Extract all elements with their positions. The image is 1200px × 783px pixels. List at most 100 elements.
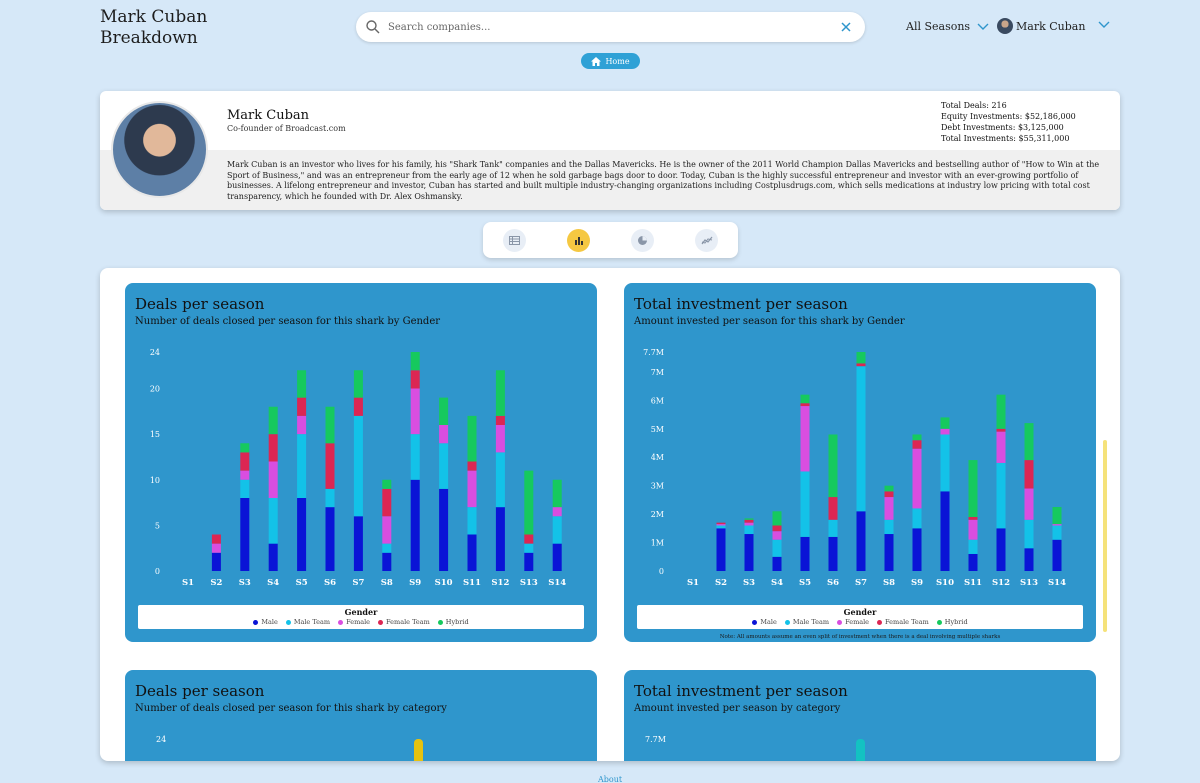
bar-segment-female[interactable]: [968, 519, 978, 540]
bar-segment-male-team[interactable]: [856, 366, 866, 512]
bar-segment-male[interactable]: [716, 528, 726, 571]
bar-segment-male-team[interactable]: [716, 525, 726, 529]
bar-segment-female[interactable]: [884, 497, 894, 520]
bar-segment-female[interactable]: [211, 543, 221, 553]
bar-segment-male[interactable]: [495, 507, 505, 571]
bar-segment-female-team[interactable]: [297, 397, 307, 416]
legend-item-female-team[interactable]: Female Team: [378, 618, 430, 626]
bar-segment-female-team[interactable]: [410, 370, 420, 389]
bar-segment-hybrid[interactable]: [410, 352, 420, 371]
bar-segment-female-team[interactable]: [382, 488, 392, 517]
bar-segment-hybrid[interactable]: [884, 485, 894, 492]
bar-segment-female[interactable]: [467, 470, 477, 508]
bar-segment-female[interactable]: [772, 531, 782, 540]
bar-segment-male-team[interactable]: [552, 516, 562, 544]
chart-bar[interactable]: [414, 739, 423, 761]
bar-segment-hybrid[interactable]: [828, 434, 838, 498]
bar-segment-male[interactable]: [325, 507, 335, 571]
bar-segment-male-team[interactable]: [996, 462, 1006, 529]
bar-segment-female-team[interactable]: [211, 534, 221, 544]
table-view-button[interactable]: [503, 229, 526, 252]
bar-segment-female-team[interactable]: [968, 516, 978, 520]
bar-segment-female-team[interactable]: [800, 403, 810, 407]
bar-segment-female[interactable]: [1024, 488, 1034, 520]
legend-item-hybrid[interactable]: Hybrid: [936, 618, 968, 626]
bar-segment-hybrid[interactable]: [297, 370, 307, 398]
bar-segment-female[interactable]: [410, 388, 420, 435]
bar-segment-male-team[interactable]: [524, 543, 534, 553]
bar-segment-female-team[interactable]: [467, 461, 477, 471]
bar-segment-hybrid[interactable]: [772, 511, 782, 526]
bar-segment-female[interactable]: [912, 448, 922, 509]
bar-segment-male[interactable]: [467, 534, 477, 572]
bar-segment-female-team[interactable]: [325, 443, 335, 489]
bar-segment-female[interactable]: [268, 461, 278, 499]
bar-segment-female[interactable]: [940, 428, 950, 435]
bar-segment-male-team[interactable]: [467, 507, 477, 535]
bar-segment-male-team[interactable]: [968, 539, 978, 554]
bar-segment-hybrid[interactable]: [744, 518, 754, 520]
bar-segment-female[interactable]: [297, 415, 307, 435]
bar-segment-male-team[interactable]: [800, 471, 810, 537]
close-icon[interactable]: [839, 20, 853, 34]
bar-segment-hybrid[interactable]: [800, 394, 810, 404]
bar-segment-male[interactable]: [268, 543, 278, 571]
bar-segment-hybrid[interactable]: [268, 406, 278, 435]
bar-segment-hybrid[interactable]: [467, 415, 477, 462]
bar-segment-female-team[interactable]: [772, 525, 782, 532]
bar-chart-view-button[interactable]: [567, 229, 590, 252]
bar-segment-hybrid[interactable]: [382, 479, 392, 489]
bar-segment-male[interactable]: [940, 491, 950, 571]
bar-segment-female[interactable]: [1052, 524, 1062, 526]
bar-segment-hybrid[interactable]: [353, 370, 363, 398]
bar-segment-male-team[interactable]: [744, 525, 754, 535]
bar-segment-hybrid[interactable]: [240, 443, 250, 453]
bar-segment-female-team[interactable]: [1024, 460, 1034, 489]
bar-segment-female-team[interactable]: [884, 491, 894, 498]
bar-segment-hybrid[interactable]: [968, 460, 978, 517]
scrollbar[interactable]: [1103, 440, 1107, 632]
legend-item-female-team[interactable]: Female Team: [877, 618, 929, 626]
pie-chart-view-button[interactable]: [631, 229, 654, 252]
bar-segment-male-team[interactable]: [297, 434, 307, 498]
bar-segment-male-team[interactable]: [268, 498, 278, 544]
bar-segment-male[interactable]: [800, 536, 810, 571]
legend-item-male[interactable]: Male: [253, 618, 278, 626]
bar-segment-female[interactable]: [744, 522, 754, 526]
bar-segment-male-team[interactable]: [495, 452, 505, 508]
bar-segment-male[interactable]: [410, 479, 420, 571]
bar-segment-male[interactable]: [744, 534, 754, 571]
bar-segment-male-team[interactable]: [828, 519, 838, 537]
bar-segment-female-team[interactable]: [495, 415, 505, 425]
bar-segment-male[interactable]: [996, 528, 1006, 571]
bar-segment-female[interactable]: [439, 425, 449, 444]
bar-segment-male-team[interactable]: [940, 434, 950, 492]
bar-segment-male[interactable]: [382, 552, 392, 571]
bar-segment-male[interactable]: [240, 498, 250, 571]
bar-segment-hybrid[interactable]: [856, 352, 866, 364]
bar-segment-male-team[interactable]: [912, 508, 922, 529]
bar-segment-hybrid[interactable]: [1052, 507, 1062, 525]
bar-segment-male[interactable]: [1024, 548, 1034, 571]
chart-bar[interactable]: [856, 739, 865, 761]
bar-segment-female-team[interactable]: [828, 497, 838, 520]
bar-segment-female-team[interactable]: [524, 534, 534, 544]
legend-item-female[interactable]: Female: [837, 618, 869, 626]
bar-segment-male[interactable]: [1052, 539, 1062, 571]
bar-segment-male[interactable]: [884, 534, 894, 571]
bar-segment-male-team[interactable]: [884, 519, 894, 535]
user-menu[interactable]: Mark Cuban: [997, 18, 1085, 34]
bar-segment-female-team[interactable]: [353, 397, 363, 416]
legend-item-male-team[interactable]: Male Team: [285, 618, 330, 626]
bar-segment-female-team[interactable]: [996, 428, 1006, 432]
bar-segment-male[interactable]: [524, 552, 534, 571]
legend-item-hybrid[interactable]: Hybrid: [437, 618, 469, 626]
bar-segment-hybrid[interactable]: [940, 417, 950, 429]
bar-segment-female-team[interactable]: [240, 452, 250, 471]
bar-segment-male[interactable]: [912, 528, 922, 571]
bar-segment-female-team[interactable]: [744, 519, 754, 523]
bar-segment-female-team[interactable]: [716, 522, 726, 525]
bar-segment-male-team[interactable]: [382, 543, 392, 553]
bar-segment-male-team[interactable]: [1052, 525, 1062, 540]
bar-segment-male-team[interactable]: [439, 443, 449, 489]
